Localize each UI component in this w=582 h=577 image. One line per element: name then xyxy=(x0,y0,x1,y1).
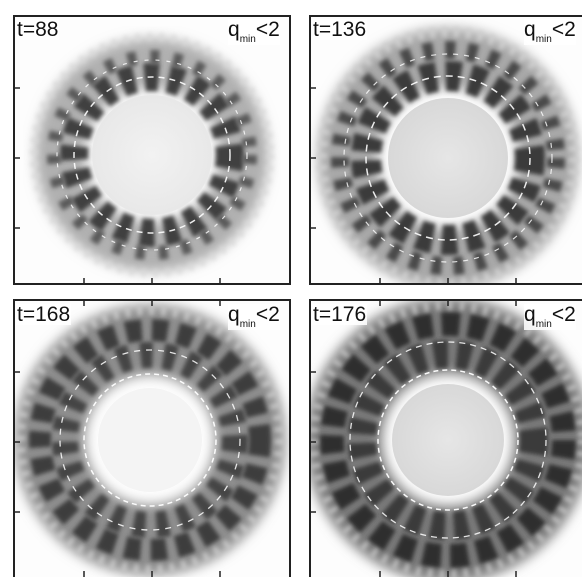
q-subscript: min xyxy=(535,319,552,330)
panel-1-q-label: qmin<2 xyxy=(228,19,280,45)
q-symbol: q xyxy=(524,18,536,41)
panel-3-image xyxy=(14,300,290,577)
q-subscript: min xyxy=(239,319,256,330)
panel-1-time-label: t=88 xyxy=(16,18,60,41)
tick-marks xyxy=(14,87,517,577)
panel-4-time-label: t=176 xyxy=(312,303,368,326)
panel-2-q-label: qmin<2 xyxy=(524,19,576,45)
panel-2-image xyxy=(310,16,582,284)
panel-3-q-label: qmin<2 xyxy=(228,304,280,330)
panel-2-frame xyxy=(309,15,582,285)
q-tail: <2 xyxy=(255,303,280,326)
q-symbol: q xyxy=(524,303,536,326)
q-symbol: q xyxy=(228,18,240,41)
panel-4-image xyxy=(310,300,582,577)
q-tail: <2 xyxy=(551,18,576,41)
q-subscript: min xyxy=(239,34,256,45)
q-subscript: min xyxy=(535,34,552,45)
panel-3-time-label: t=168 xyxy=(16,303,72,326)
q-symbol: q xyxy=(228,303,240,326)
q-tail: <2 xyxy=(551,303,576,326)
panel-1-image xyxy=(14,16,290,284)
panel-2-time-label: t=136 xyxy=(312,18,368,41)
q-tail: <2 xyxy=(255,18,280,41)
panel-4-q-label: qmin<2 xyxy=(524,304,576,330)
